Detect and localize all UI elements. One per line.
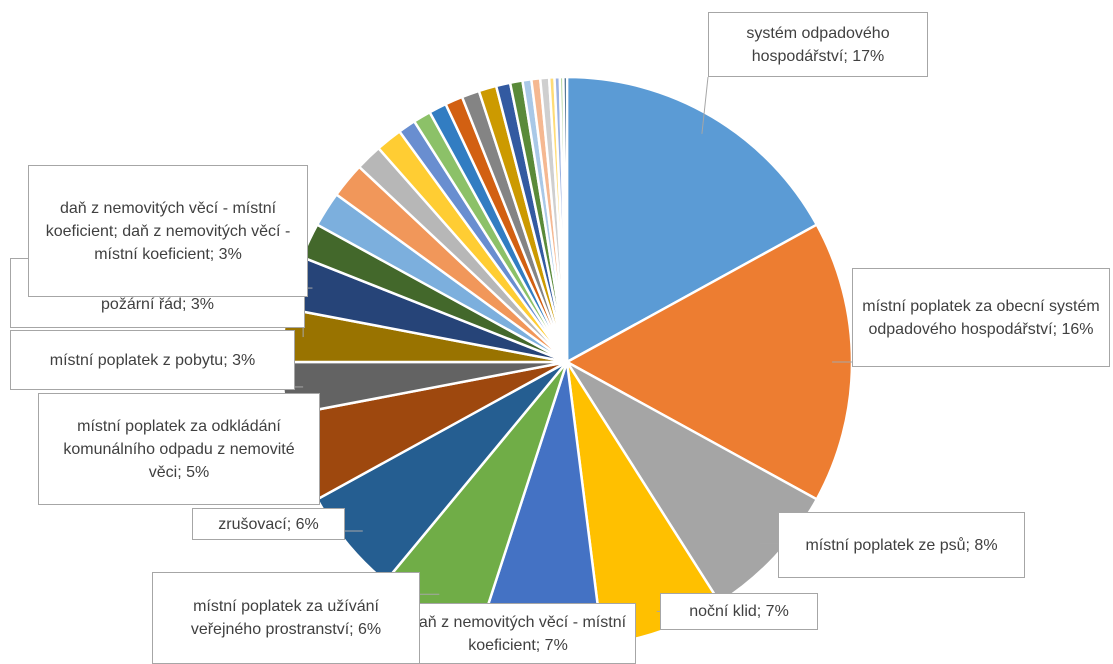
data-label: místní poplatek ze psů; 8% — [778, 512, 1025, 578]
leader-line — [701, 76, 709, 134]
data-label: místní poplatek z pobytu; 3% — [10, 330, 295, 390]
pie-slice — [565, 75, 819, 365]
data-label: místní poplatek za užívání veřejného pro… — [152, 572, 420, 664]
data-label: noční klid; 7% — [660, 593, 818, 630]
data-label: systém odpadového hospodářství; 17% — [708, 12, 928, 77]
data-label: daň z nemovitých věcí - místní koeficien… — [400, 603, 636, 664]
data-label: daň z nemovitých věcí - místní koeficien… — [28, 165, 308, 297]
pie-slice — [562, 75, 569, 363]
data-label: zrušovací; 6% — [192, 508, 345, 540]
data-label: místní poplatek za odkládání komunálního… — [38, 393, 320, 505]
data-label: místní poplatek za obecní systém odpadov… — [852, 268, 1110, 367]
